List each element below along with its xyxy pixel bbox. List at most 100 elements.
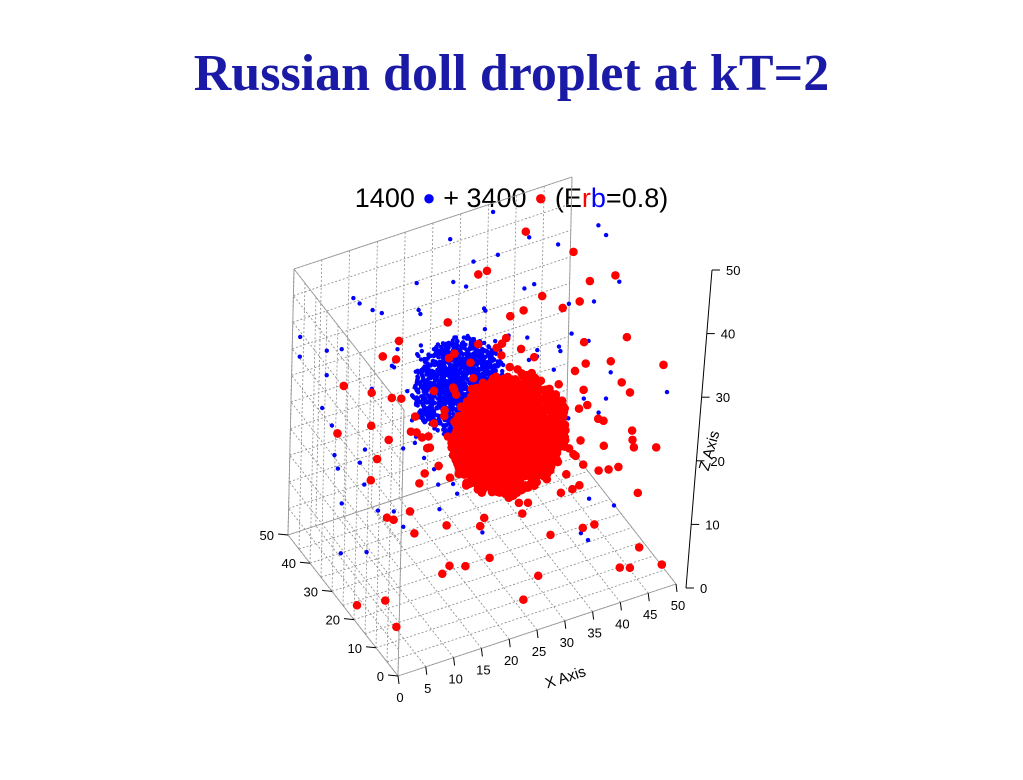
data-point-red <box>579 385 588 395</box>
data-point-blue <box>453 370 458 375</box>
data-point-blue <box>487 354 492 360</box>
data-point-red <box>498 385 508 395</box>
data-point-red <box>472 433 481 443</box>
data-point-blue <box>418 311 423 317</box>
data-point-red <box>470 451 479 461</box>
data-point-blue <box>362 482 367 487</box>
data-point-red <box>381 596 390 605</box>
data-point-blue <box>440 355 445 360</box>
data-point-blue <box>480 364 485 369</box>
data-point-red <box>474 270 483 279</box>
data-point-red <box>391 355 401 364</box>
data-point-red <box>659 360 668 370</box>
data-point-blue <box>483 370 488 375</box>
data-point-blue <box>490 358 495 363</box>
data-point-red <box>476 522 485 531</box>
data-point-blue <box>414 280 419 286</box>
data-point-blue <box>324 348 329 353</box>
data-point-red <box>514 498 524 508</box>
data-point-red <box>579 460 588 469</box>
data-point-red <box>617 378 626 387</box>
data-point-red <box>615 563 624 572</box>
floor-gridline <box>331 499 611 592</box>
z-tick-label: 50 <box>726 263 740 278</box>
data-point-blue <box>443 388 448 394</box>
data-point-blue <box>465 377 470 382</box>
data-point-blue <box>429 405 435 411</box>
data-point-red <box>604 465 613 474</box>
data-point-blue <box>424 372 429 377</box>
data-point-blue <box>429 395 434 401</box>
data-point-blue <box>412 440 418 446</box>
data-point-blue <box>585 537 591 543</box>
param-b: b <box>590 183 606 213</box>
x-axis-tick <box>647 593 650 602</box>
data-point-red <box>537 394 547 403</box>
data-point-blue <box>442 361 447 366</box>
data-point-red <box>581 359 590 368</box>
data-point-blue <box>464 355 470 360</box>
data-point-red <box>397 394 406 403</box>
data-point-red <box>378 352 387 361</box>
data-point-red <box>506 449 515 458</box>
data-point-blue <box>452 363 457 368</box>
x-axis-tick <box>480 648 483 657</box>
data-point-blue <box>445 372 450 377</box>
data-point-blue <box>423 396 428 402</box>
data-point-blue <box>435 396 440 401</box>
y-axis-tick <box>277 533 289 536</box>
data-point-red <box>481 389 490 398</box>
data-point-red <box>494 393 503 403</box>
data-point-blue <box>320 405 325 411</box>
data-point-red <box>417 433 427 442</box>
data-point-red <box>519 595 528 604</box>
data-point-red <box>471 391 481 400</box>
data-point-red <box>491 470 501 480</box>
data-point-red <box>578 523 587 533</box>
data-point-red <box>628 435 637 445</box>
data-point-red <box>503 436 513 445</box>
data-point-blue <box>437 392 442 397</box>
data-point-red <box>611 271 620 280</box>
data-point-red <box>657 560 666 569</box>
data-point-blue <box>458 351 464 356</box>
data-point-red <box>516 431 525 441</box>
floor-gridline <box>375 555 655 649</box>
data-point-red <box>372 454 382 464</box>
data-point-red <box>635 543 644 552</box>
data-point-blue <box>447 364 453 370</box>
data-point-blue <box>426 409 431 414</box>
data-point-blue <box>457 380 462 386</box>
frame-edge <box>287 268 295 536</box>
data-point-blue <box>375 508 381 513</box>
data-point-red <box>511 375 520 384</box>
data-point-blue <box>370 307 375 313</box>
data-point-red <box>629 443 639 452</box>
data-point-red <box>545 413 555 423</box>
left-wall-gridline <box>331 325 339 592</box>
data-point-blue <box>437 351 443 356</box>
data-point-blue <box>551 367 556 372</box>
data-point-blue <box>410 394 415 399</box>
data-point-blue <box>581 396 586 401</box>
data-point-blue <box>481 306 487 311</box>
z-tick-label: 0 <box>700 581 707 596</box>
data-point-red <box>503 426 512 435</box>
data-point-red <box>462 398 472 407</box>
data-point-blue <box>339 501 344 506</box>
data-point-red <box>460 434 469 444</box>
back-wall-gridline <box>292 229 571 323</box>
data-point-blue <box>391 509 396 514</box>
data-point-blue <box>432 380 437 385</box>
left-wall-gridline <box>309 297 317 564</box>
data-point-blue <box>463 284 469 289</box>
data-point-red <box>560 436 570 445</box>
data-point-blue <box>459 396 465 401</box>
data-point-blue <box>419 348 424 354</box>
data-point-red <box>489 453 499 463</box>
y-axis-tick <box>299 561 311 564</box>
data-point-blue <box>420 415 426 421</box>
data-point-red <box>415 479 424 488</box>
data-point-blue <box>418 343 424 348</box>
